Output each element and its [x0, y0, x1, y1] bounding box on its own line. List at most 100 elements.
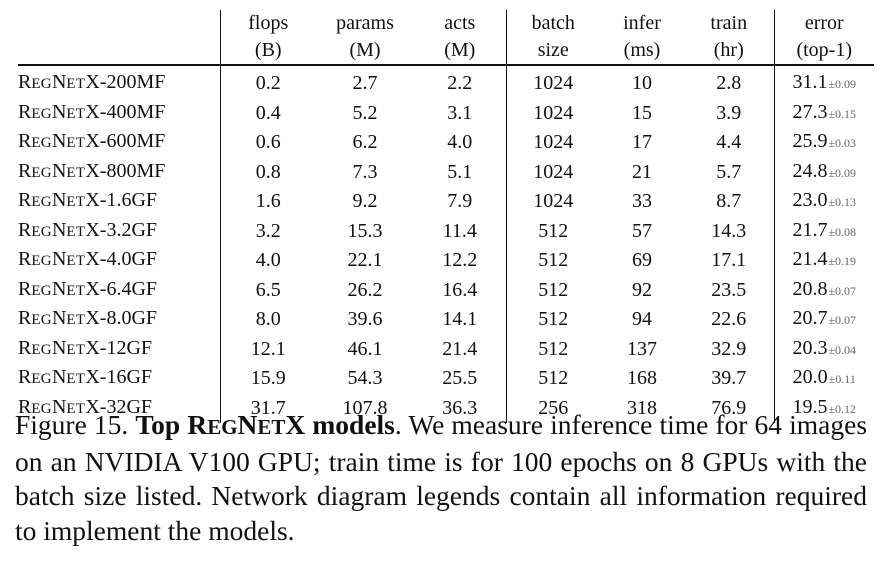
cell-acts: 7.9	[414, 187, 507, 217]
cell-train: 39.7	[684, 364, 775, 394]
cell-flops: 0.2	[255, 72, 281, 94]
error-value: 25.9	[792, 130, 828, 152]
cell-model: REGNETX-32GF	[18, 393, 221, 423]
cell-params: 26.2	[347, 278, 383, 301]
error-std: ±0.19	[828, 254, 857, 268]
cell-model: REGNETX-200MF	[18, 65, 221, 99]
cell-train: 3.9	[684, 98, 775, 128]
cell-train: 22.6	[684, 305, 775, 335]
cell-acts: 36.3	[414, 393, 507, 423]
cell-model: REGNETX-6.4GF	[18, 275, 221, 305]
header-train-line1: train	[684, 10, 775, 37]
error-std: ±0.08	[828, 224, 857, 239]
cell-error: 31.1±0.09	[774, 65, 874, 99]
caption-title: Top REGNETX models	[135, 409, 395, 440]
cell-error: 24.8±0.09	[774, 158, 874, 188]
cell-acts: 25.5	[414, 364, 507, 394]
cell-model: REGNETX-400MF	[18, 98, 221, 128]
header-model-line1	[18, 10, 221, 37]
header-params-line1: params	[336, 12, 394, 34]
cell-infer: 33	[632, 190, 652, 212]
error-value: 24.8	[792, 159, 828, 182]
cell-batch: 1024	[533, 131, 574, 153]
table-row: REGNETX-800MF 0.8 7.3 5.1 1024 21 5.7 24.8±0.09	[18, 157, 874, 188]
cell-acts: 16.4	[414, 275, 507, 305]
cell-params: 107.8	[342, 396, 388, 419]
error-std: ±0.15	[828, 106, 857, 121]
cell-error: 21.7±0.08	[774, 217, 874, 247]
cell-train: 14.3	[684, 216, 775, 246]
cell-model: REGNETX-3.2GF	[18, 216, 221, 246]
cell-train: 2.8	[684, 65, 775, 99]
error-value: 27.3	[792, 100, 828, 123]
table-row: REGNETX-200MF 0.2 2.7 2.2 1024 10 2.8 31.1±0.09	[18, 65, 874, 99]
model-size: 12GF	[106, 336, 153, 359]
cell-error: 27.3±0.15	[774, 99, 874, 129]
error-value: 21.4	[792, 248, 828, 270]
cell-params: 7.3	[352, 160, 378, 183]
model-size: 6.4GF	[106, 277, 158, 300]
error-std: ±0.07	[828, 313, 857, 327]
cell-batch: 512	[538, 308, 569, 330]
cell-params: 5.2	[352, 101, 378, 124]
header-flops-line2: (B)	[220, 37, 316, 66]
cell-error: 21.4±0.19	[774, 246, 874, 276]
cell-infer: 57	[632, 219, 652, 242]
table-row: REGNETX-1.6GF 1.6 9.2 7.9 1024 33 8.7 23.0±0.13	[18, 187, 874, 217]
cell-model: REGNETX-4.0GF	[18, 246, 221, 276]
cell-batch: 512	[538, 367, 569, 389]
cell-acts: 5.1	[414, 157, 507, 187]
cell-flops: 8.0	[255, 308, 281, 330]
model-size: 16GF	[106, 366, 153, 388]
cell-flops: 0.6	[255, 131, 281, 153]
cell-params: 15.3	[347, 219, 383, 242]
table-row: REGNETX-600MF 0.6 6.2 4.0 1024 17 4.4 25.9±0.03	[18, 128, 874, 158]
model-size: 1.6GF	[106, 189, 158, 211]
header-train-line2: (hr)	[684, 37, 775, 66]
header-error-line2: (top-1)	[774, 37, 874, 66]
cell-infer: 17	[632, 131, 652, 153]
cell-batch: 512	[538, 337, 569, 360]
cell-train: 32.9	[684, 334, 775, 364]
header-batch-line2: size	[506, 37, 600, 66]
cell-train: 8.7	[684, 187, 775, 217]
cell-flops: 4.0	[255, 249, 281, 271]
cell-error: 19.5±0.12	[774, 394, 874, 424]
cell-train: 17.1	[684, 246, 775, 276]
cell-error: 25.9±0.03	[774, 128, 874, 158]
error-value: 20.0	[792, 366, 828, 388]
error-std: ±0.03	[828, 136, 857, 150]
cell-params: 6.2	[352, 131, 378, 153]
cell-batch: 512	[538, 249, 569, 271]
header-acts-line2: (M)	[414, 37, 507, 66]
table-row: REGNETX-16GF 15.9 54.3 25.5 512 168 39.7 20.0±0…	[18, 364, 874, 394]
table-row: REGNETX-8.0GF 8.0 39.6 14.1 512 94 22.6 20.7±0.…	[18, 305, 874, 335]
model-size: 200MF	[106, 71, 166, 93]
cell-batch: 1024	[533, 72, 574, 94]
cell-flops: 12.1	[250, 337, 286, 360]
cell-model: REGNETX-8.0GF	[18, 305, 221, 335]
cell-model: REGNETX-600MF	[18, 128, 221, 158]
cell-model: REGNETX-1.6GF	[18, 187, 221, 217]
cell-batch: 512	[538, 278, 569, 301]
model-size: 32GF	[106, 395, 153, 418]
header-infer-line1: infer	[623, 12, 661, 34]
error-value: 21.7	[792, 218, 828, 241]
cell-train: 4.4	[684, 128, 775, 158]
error-value: 31.1	[792, 71, 828, 93]
cell-acts: 12.2	[414, 246, 507, 276]
error-std: ±0.07	[828, 283, 857, 298]
results-table: flops params acts batch infer train error (B)(…	[18, 10, 874, 423]
cell-error: 20.8±0.07	[774, 276, 874, 306]
table-row: REGNETX-400MF 0.4 5.2 3.1 1024 15 3.9 27.3±0.15	[18, 98, 874, 129]
cell-params: 39.6	[347, 308, 383, 330]
cell-error: 20.7±0.07	[774, 305, 874, 335]
cell-acts: 14.1	[414, 305, 507, 335]
cell-batch: 1024	[533, 101, 574, 124]
header-params-line2: (M)	[316, 37, 414, 66]
cell-flops: 6.5	[255, 278, 281, 301]
cell-batch: 1024	[533, 160, 574, 183]
cell-acts: 2.2	[414, 65, 507, 99]
model-size: 400MF	[106, 100, 166, 123]
cell-infer: 318	[627, 396, 657, 419]
